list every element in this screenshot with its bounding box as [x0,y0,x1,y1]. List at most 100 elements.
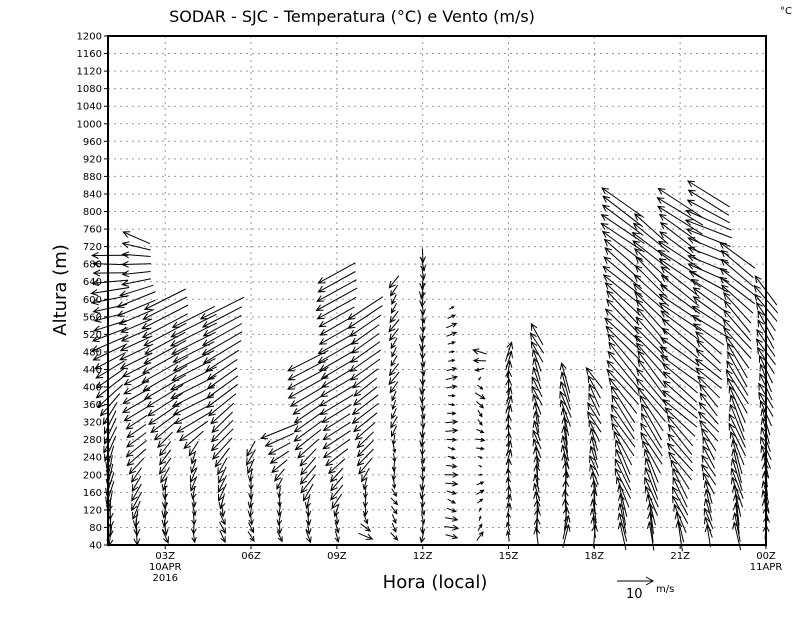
wind-vector [420,363,426,377]
wind-vector [476,428,485,434]
wind-vector [390,337,398,350]
y-tick-label: 1040 [77,102,102,113]
wind-vector [660,266,700,297]
wind-vector [351,394,379,416]
wind-vector [300,457,316,476]
wind-vector [505,476,512,490]
wind-vector [304,493,312,510]
wind-vector [391,399,397,411]
wind-vector [533,473,540,493]
wind-vector [633,248,669,280]
wind-vector [350,324,380,345]
wind-vector [141,356,189,383]
wind-vector [702,435,715,461]
wind-vector [730,476,744,508]
wind-vector [615,448,631,483]
wind-vector [297,438,319,459]
wind-vector [658,302,702,332]
wind-vector [448,350,455,354]
wind-vector [477,419,483,426]
y-tick-label: 360 [83,400,102,411]
wind-vector [420,416,426,430]
wind-vector [614,467,632,499]
wind-vector [391,522,397,533]
wind-vector [447,455,456,460]
wind-vector [317,340,356,364]
wind-vector [477,384,484,390]
wind-vector [605,325,641,361]
wind-vector [726,360,749,396]
wind-vector [178,420,209,442]
wind-vector [170,313,217,338]
wind-vector [123,371,150,386]
wind-vector [121,362,151,378]
wind-vector [202,340,242,364]
wind-vector [446,507,457,513]
wind-vector [321,403,352,424]
wind-vector [660,274,700,306]
wind-vector [322,430,351,450]
wind-vector [474,367,485,372]
wind-vector [695,331,723,355]
wind-vector [390,416,398,429]
wind-vector [126,432,147,448]
wind-vector [632,283,670,315]
wind-vector [391,425,398,438]
y-tick-label: 440 [83,365,102,376]
wind-vector [210,402,235,425]
wind-vector [210,419,234,443]
wind-vector [475,489,485,495]
wind-vector [477,498,484,504]
wind-vector [698,419,719,442]
x-tick-label: 00Z [756,551,776,562]
wind-vector [472,348,487,355]
wind-vector [447,341,456,345]
wind-vector [478,507,482,512]
wind-vector [446,490,457,495]
wind-vector [391,478,397,490]
x-tick-label: 09Z [327,551,347,562]
chart-title: SODAR - SJC - Temperatura (°C) e Vento (… [169,7,535,26]
wind-vector [190,459,197,474]
wind-vector [188,441,199,457]
wind-vector [358,532,374,540]
wind-vector [116,291,156,308]
wind-vector [121,260,152,268]
wind-vector [131,491,143,512]
wind-vector [317,271,356,293]
wind-vector [639,394,664,432]
wind-vector [389,284,399,297]
wind-vector [671,485,689,516]
wind-vector [293,420,323,442]
wind-vector [601,204,644,236]
wind-vector [353,386,378,406]
wind-vector [588,392,601,416]
wind-vector [161,529,169,544]
wind-vector [729,394,745,432]
wind-vector [656,197,704,226]
wind-vector [723,300,751,333]
wind-vector [670,459,690,490]
wind-vectors [90,180,779,552]
wind-vector [150,411,180,434]
wind-vector [636,307,667,344]
wind-vector [532,366,542,390]
wind-vector [390,505,398,515]
wind-vector [214,447,230,468]
wind-vector [446,331,458,337]
wind-vector [606,368,640,405]
wind-vector [320,359,353,380]
wind-vector [210,428,234,452]
wind-vector [219,530,226,544]
wind-vector [92,269,127,277]
wind-vector [330,484,344,501]
wind-vector [635,377,667,414]
wind-vector [587,402,602,424]
wind-vector [477,409,483,418]
wind-vector [657,205,703,235]
wind-vector [245,449,256,466]
y-tick-label: 480 [83,347,102,358]
wind-vector [642,440,661,474]
wind-vector [287,375,329,399]
